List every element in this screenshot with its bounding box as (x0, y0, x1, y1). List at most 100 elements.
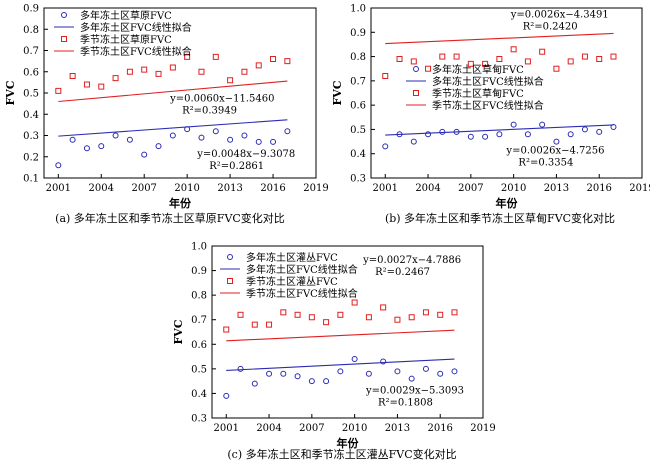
data-point (496, 131, 503, 138)
legend-label: 季节冻土区FVC线性拟合 (432, 99, 544, 112)
data-point (227, 77, 234, 84)
x-tick-label: 2001 (46, 183, 71, 194)
data-point (539, 121, 546, 128)
y-tick-label: 0.7 (350, 76, 366, 87)
legend-label: 多年冻土区草甸FVC (432, 63, 524, 76)
data-point (510, 46, 517, 53)
x-tick-label: 2007 (458, 183, 483, 194)
data-point (69, 73, 76, 79)
x-tick-label: 2004 (89, 183, 114, 194)
data-point (380, 358, 387, 365)
data-point (408, 375, 415, 382)
y-tick-label: 0.3 (191, 414, 207, 425)
y-tick-label: 0.9 (191, 266, 207, 277)
data-point (255, 138, 262, 145)
data-point (539, 48, 546, 55)
data-point (212, 128, 219, 135)
legend-label: 多年冻土区FVC线性拟合 (432, 75, 544, 88)
legend-label: 季节冻土区FVC线性拟合 (246, 287, 358, 300)
x-tick-label: 2016 (427, 423, 452, 434)
chart-panel-c: 0.3 0.4 0.5 0.6 0.7 0.8 0.9 1.0 2001 2004 2007 2010… (172, 242, 496, 462)
y-tick-label: 0.9 (350, 28, 366, 39)
data-point (294, 311, 301, 318)
series-points (223, 299, 458, 333)
x-tick-label: 2007 (131, 183, 156, 194)
data-point (467, 133, 474, 140)
y-tick-label: 0.6 (350, 101, 366, 112)
data-point (596, 56, 603, 62)
fit-equation: y=0.0060x−11.5460 (169, 94, 274, 105)
data-point (198, 68, 205, 75)
series-points (55, 53, 291, 94)
data-point (223, 392, 230, 399)
data-point (251, 321, 258, 328)
y-tick-label: 0.5 (23, 89, 39, 100)
data-point (351, 356, 358, 363)
data-point (169, 64, 176, 71)
data-point (266, 370, 273, 377)
x-tick-label: 2001 (373, 183, 398, 194)
fit-r-squared: R²=0.2420 (523, 22, 578, 33)
x-tick-label: 2013 (217, 183, 242, 194)
y-tick-label: 0.7 (23, 46, 39, 57)
series-points (223, 356, 458, 399)
data-point (394, 316, 401, 323)
y-tick-label: 0.4 (191, 389, 207, 400)
x-tick-label: 2016 (260, 183, 285, 194)
trend-line (385, 124, 614, 136)
data-point (510, 121, 517, 128)
data-point (365, 370, 372, 377)
data-point (98, 83, 105, 90)
data-point (141, 66, 148, 73)
data-point (141, 151, 148, 158)
fit-r-squared: R²=0.1808 (378, 397, 433, 408)
legend-label: 季节冻土区FVC线性拟合 (80, 45, 192, 58)
data-point (223, 326, 230, 333)
data-point (280, 370, 287, 377)
y-tick-label: 0.7 (191, 315, 207, 326)
data-point (112, 75, 119, 82)
x-axis-label: 年份 (169, 196, 192, 210)
data-point (482, 60, 489, 67)
data-point (581, 53, 588, 60)
data-point (112, 132, 119, 139)
data-point (155, 143, 162, 150)
trend-line (226, 358, 455, 371)
data-point (410, 58, 417, 65)
legend-label: 多年冻土区草原FVC (80, 9, 172, 22)
data-point (382, 143, 389, 150)
data-point (308, 314, 315, 321)
data-point (408, 314, 415, 321)
data-point (237, 311, 244, 318)
data-point (255, 62, 262, 69)
y-tick-label: 0.2 (23, 152, 39, 163)
data-point (610, 53, 617, 60)
data-point (567, 58, 574, 65)
data-point (422, 365, 429, 372)
figure-caption: (b) 多年冻土区和季节冻土区草甸FVC变化对比 (385, 211, 615, 225)
data-point (567, 131, 574, 138)
legend: 多年冻土区灌丛FVC多年冻土区FVC线性拟合季节冻土区灌丛FVC季节冻土区FVC… (220, 251, 358, 300)
y-tick-label: 0.4 (350, 149, 366, 160)
data-point (396, 56, 403, 62)
data-point (169, 132, 176, 139)
data-point (365, 314, 372, 321)
data-point (425, 65, 432, 72)
data-point (451, 309, 458, 316)
y-tick-label: 0.3 (350, 174, 366, 185)
data-point (451, 368, 458, 375)
data-point (425, 131, 432, 138)
legend-label: 多年冻土区FVC线性拟合 (80, 21, 192, 34)
data-point (337, 368, 344, 375)
data-point (126, 68, 133, 75)
legend-marker (61, 12, 67, 18)
data-point (266, 321, 273, 328)
y-tick-label: 1.0 (350, 4, 366, 15)
y-tick-label: 1.0 (191, 242, 207, 253)
y-tick-label: 0.5 (350, 125, 366, 136)
x-axis-label: 年份 (496, 196, 519, 210)
data-point (198, 134, 205, 141)
data-point (294, 373, 301, 380)
x-tick-label: 2010 (174, 183, 199, 194)
